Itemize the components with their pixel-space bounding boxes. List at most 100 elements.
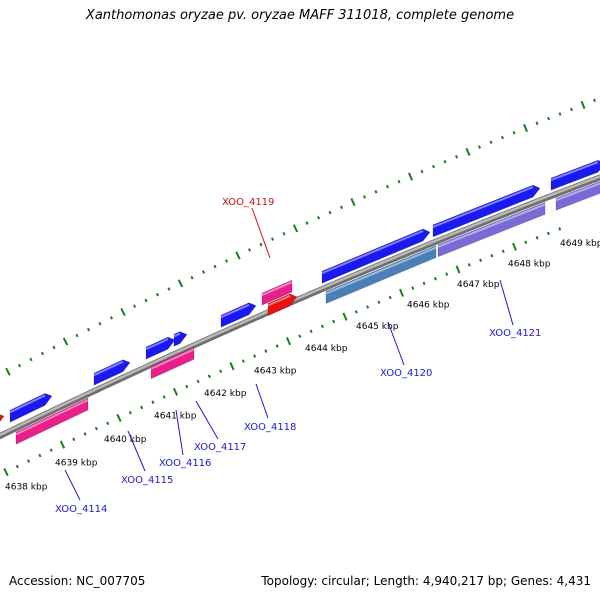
gene-highlight bbox=[267, 294, 291, 307]
inner-tick bbox=[298, 334, 302, 338]
inner-tick bbox=[490, 253, 494, 258]
outer-tick bbox=[362, 195, 367, 199]
scale-label: 4642 kbp bbox=[204, 389, 247, 399]
gene-highlight bbox=[9, 394, 46, 414]
gene-features bbox=[0, 159, 600, 445]
outer-tick bbox=[155, 292, 160, 297]
gene-label: XOO_4116 bbox=[159, 458, 211, 469]
scale-label: 4644 kbp bbox=[305, 344, 348, 354]
outer-tick bbox=[512, 130, 516, 135]
gene-label: XOO_4115 bbox=[121, 475, 173, 486]
inner-tick bbox=[27, 459, 31, 463]
inner-tick bbox=[377, 300, 381, 305]
scale-label: 4648 kbp bbox=[508, 259, 551, 269]
gene-highlight bbox=[432, 186, 534, 228]
inner-tick bbox=[399, 288, 404, 297]
gene-label: XOO_4119 bbox=[222, 197, 274, 208]
inner-tick bbox=[140, 405, 144, 410]
gene-highlight bbox=[93, 360, 124, 377]
inner-tick bbox=[151, 400, 155, 404]
inner-tick bbox=[285, 337, 292, 346]
map-title: Xanthomonas oryzae pv. oryzae MAFF 31101… bbox=[85, 8, 515, 23]
outer-tick bbox=[316, 215, 321, 220]
gene-highlight bbox=[145, 338, 169, 351]
outer-tick bbox=[17, 363, 22, 368]
outer-tick bbox=[443, 159, 447, 164]
inner-tick bbox=[15, 464, 19, 469]
inner-tick bbox=[342, 312, 348, 321]
gene-leader-line bbox=[64, 469, 81, 501]
gene-label: XOO_4120 bbox=[380, 368, 432, 379]
gene-steel bbox=[325, 245, 437, 304]
gene-rna bbox=[267, 293, 298, 316]
gene-highlight bbox=[261, 281, 293, 297]
inner-tick bbox=[445, 272, 449, 276]
outer-tick bbox=[167, 287, 171, 291]
inner-tick bbox=[455, 265, 461, 274]
scale-label: 4643 kbp bbox=[254, 366, 297, 376]
outer-tick bbox=[120, 307, 126, 317]
inner-tick bbox=[128, 410, 132, 415]
inner-tick bbox=[524, 240, 528, 245]
outer-tick bbox=[40, 351, 45, 356]
outer-tick bbox=[292, 224, 299, 233]
outer-tick bbox=[465, 147, 471, 156]
inner-tick bbox=[332, 319, 336, 324]
inner-tick bbox=[185, 384, 189, 389]
accession-text: Accession: NC_007705 bbox=[9, 574, 146, 588]
genome-summary-text: Topology: circular; Length: 4,940,217 bp… bbox=[261, 574, 591, 588]
gene-highlight bbox=[220, 303, 250, 319]
gene-label: XOO_4114 bbox=[55, 504, 107, 515]
inner-tick bbox=[501, 249, 505, 253]
gene-leader-line bbox=[499, 279, 514, 326]
outer-tick bbox=[477, 145, 482, 149]
inner-tick bbox=[433, 276, 437, 281]
scale-label: 4646 kbp bbox=[407, 300, 450, 310]
outer-tick bbox=[52, 345, 56, 350]
scale-label: 4645 kbp bbox=[356, 322, 399, 332]
inner-tick bbox=[479, 258, 483, 263]
outer-tick bbox=[98, 321, 102, 326]
gene-highlight bbox=[321, 230, 424, 275]
gene-forward bbox=[173, 331, 188, 347]
gene-highlight bbox=[173, 332, 181, 338]
outer-tick bbox=[501, 135, 504, 140]
gene-forward bbox=[9, 393, 53, 423]
inner-tick bbox=[546, 231, 550, 236]
outer-tick bbox=[374, 190, 378, 194]
outer-tick bbox=[109, 316, 114, 320]
inner-tick bbox=[196, 379, 200, 384]
outer-tick bbox=[535, 121, 539, 126]
outer-tick bbox=[224, 259, 229, 263]
outer-tick bbox=[144, 298, 148, 303]
outer-tick bbox=[235, 251, 241, 260]
gene-reverse bbox=[150, 346, 195, 380]
inner-tick bbox=[83, 432, 87, 436]
inner-tick bbox=[38, 453, 42, 458]
gene-forward bbox=[220, 302, 257, 328]
inner-tick bbox=[411, 286, 415, 290]
inner-tick bbox=[94, 426, 98, 431]
gene-highlight bbox=[15, 399, 89, 436]
inner-tick bbox=[366, 305, 370, 309]
inner-tick bbox=[106, 421, 110, 426]
outer-tick bbox=[282, 231, 286, 236]
inner-tick bbox=[229, 362, 235, 371]
gene-reverse bbox=[261, 279, 293, 306]
inner-tick bbox=[116, 413, 122, 423]
gene-leader-line bbox=[195, 400, 219, 440]
outer-tick bbox=[190, 275, 194, 280]
outer-tick bbox=[570, 107, 573, 112]
gene-highlight bbox=[325, 246, 437, 295]
scale-label: 4638 kbp bbox=[5, 483, 48, 493]
gene-forward bbox=[321, 228, 431, 284]
outer-tick bbox=[558, 112, 562, 116]
outer-tick bbox=[420, 169, 424, 174]
outer-tick bbox=[328, 210, 332, 215]
gene-highlight bbox=[150, 348, 195, 370]
outer-tick bbox=[213, 264, 217, 269]
gene-forward bbox=[93, 359, 131, 386]
inner-tick bbox=[59, 440, 66, 449]
outer-tick bbox=[247, 248, 252, 252]
